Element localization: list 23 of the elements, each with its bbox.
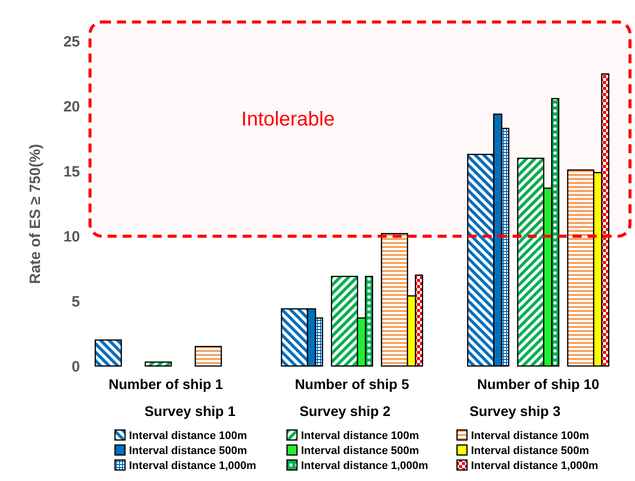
legend-label: Interval distance 500m [129, 444, 248, 457]
text: Survey ship 3 [469, 403, 561, 419]
y-axis-title: Rate of ES ≥ 750(%) [27, 144, 44, 284]
y-tick-label: 0 [72, 358, 80, 376]
legend-label: Interval distance 100m [301, 430, 420, 442]
x-tick-label: Number of ship 1 [108, 376, 224, 392]
legend-label: Interval distance 1,000m [471, 460, 598, 472]
y-tick-label: 5 [72, 293, 80, 310]
y-tick-label: 20 [63, 98, 80, 116]
text: Survey ship 1 [144, 403, 236, 419]
legend-label: Interval distance 1,000m [301, 460, 428, 472]
legend-label: Interval distance 100m [129, 430, 248, 442]
legend-label: Interval distance 500m [301, 444, 420, 457]
text: Survey ship 2 [299, 403, 391, 419]
y-tick-label: 25 [63, 34, 80, 51]
legend-label: Interval distance 100m [471, 430, 590, 442]
band-label: Intolerable [241, 108, 335, 130]
y-tick-label: 15 [63, 164, 80, 181]
x-tick-label: Number of ship 5 [294, 376, 410, 392]
legend-label: Interval distance 500m [471, 444, 590, 457]
legend-label: Interval distance 1,000m [129, 460, 256, 472]
y-tick-label: 10 [63, 228, 80, 246]
x-tick-label: Number of ship 10 [477, 376, 600, 392]
